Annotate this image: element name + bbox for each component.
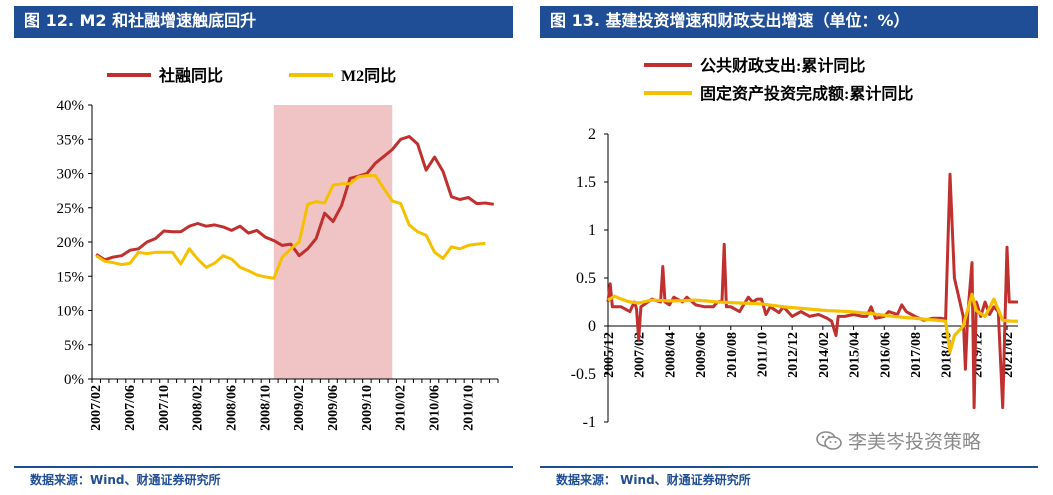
- y-tick-label: 25%: [57, 201, 85, 217]
- series-line-social-financing: [95, 135, 495, 262]
- y-tick-label: 10%: [57, 304, 85, 320]
- x-tick-label: 2008/10: [258, 385, 273, 431]
- x-tick-label: 2016/06: [878, 332, 893, 378]
- series-line-fiscal-spending: [606, 172, 1018, 410]
- y-tick-label: 0: [588, 318, 596, 335]
- series-line-fixed-asset-investment: [607, 292, 1018, 354]
- y-tick-label: 30%: [57, 167, 85, 183]
- left-chart: 0% 5% 10% 15% 20% 25% 30% 35% 40% 2007/02 2007/06 2…: [57, 66, 499, 431]
- x-tick-label: 2009/06: [326, 385, 341, 431]
- x-tick-label: 2012/12: [786, 332, 801, 378]
- x-tick-label: 2008/06: [225, 385, 240, 431]
- legend-label: M2同比: [341, 67, 396, 85]
- y-tick-label: 35%: [57, 132, 85, 148]
- left-source-rule: [14, 466, 513, 468]
- x-tick-label: 2010/06: [428, 385, 443, 431]
- x-tick-label: 2014/02: [817, 332, 832, 378]
- series-line-m2: [95, 174, 486, 280]
- y-tick-label: -1: [583, 414, 596, 431]
- watermark: 李美岑投资策略: [816, 427, 981, 454]
- wechat-icon: [816, 430, 842, 450]
- x-tick-label: 2005/12: [602, 332, 617, 378]
- x-tick-label: 2017/08: [909, 332, 924, 378]
- y-tick-label: 20%: [57, 235, 85, 251]
- x-tick-label: 2007/06: [123, 385, 138, 431]
- x-tick-label: 2007/02: [633, 332, 648, 378]
- right-source-note: 数据来源： Wind、财通证券研究所: [556, 473, 751, 487]
- right-source-rule: [540, 466, 1038, 468]
- right-chart: -1 -0.5 0 0.5 1 1.5 2 2005/12 2007/02 2008/04 2009…: [571, 56, 1018, 431]
- x-tick-label: 2007/02: [89, 385, 104, 431]
- x-tick-label: 2010/08: [725, 332, 740, 378]
- x-tick-label: 2009/10: [360, 385, 375, 431]
- y-tick-label: 15%: [57, 269, 85, 285]
- y-tick-label: 5%: [64, 338, 84, 354]
- x-tick-label: 2009/06: [694, 332, 709, 378]
- recession-shading: [273, 105, 393, 379]
- legend-label: 固定资产投资完成额:累计同比: [700, 84, 913, 103]
- legend-label: 公共财政支出:累计同比: [700, 56, 865, 75]
- y-tick-label: 2: [588, 126, 596, 143]
- y-tick-label: 1: [588, 222, 596, 239]
- x-tick-label: 2010/02: [394, 385, 409, 431]
- x-tick-label: 2008/02: [191, 385, 206, 431]
- legend-label: 社融同比: [158, 66, 223, 85]
- watermark-text: 李美岑投资策略: [848, 431, 982, 453]
- y-tick-label: 0%: [64, 372, 84, 388]
- y-tick-label: 40%: [57, 98, 85, 114]
- y-tick-label: 0.5: [576, 270, 596, 287]
- x-tick-label: 2015/04: [848, 332, 863, 378]
- right-chart-title: 图 13. 基建投资增速和财政支出增速（单位：%）: [540, 6, 1038, 36]
- x-tick-label: 2010/10: [461, 385, 476, 431]
- y-tick-label: 1.5: [576, 174, 596, 191]
- left-chart-title: 图 12. M2 和社融增速触底回升: [14, 6, 513, 36]
- y-tick-label: -0.5: [571, 366, 596, 383]
- x-tick-label: 2011/10: [755, 332, 770, 377]
- left-title-rule: [14, 36, 513, 38]
- x-tick-label: 2008/04: [663, 332, 678, 378]
- right-title-rule: [540, 36, 1038, 38]
- x-tick-label: 2009/02: [292, 385, 307, 431]
- x-tick-label: 2007/10: [157, 385, 172, 431]
- left-source-note: 数据来源：Wind、财通证券研究所: [30, 473, 221, 487]
